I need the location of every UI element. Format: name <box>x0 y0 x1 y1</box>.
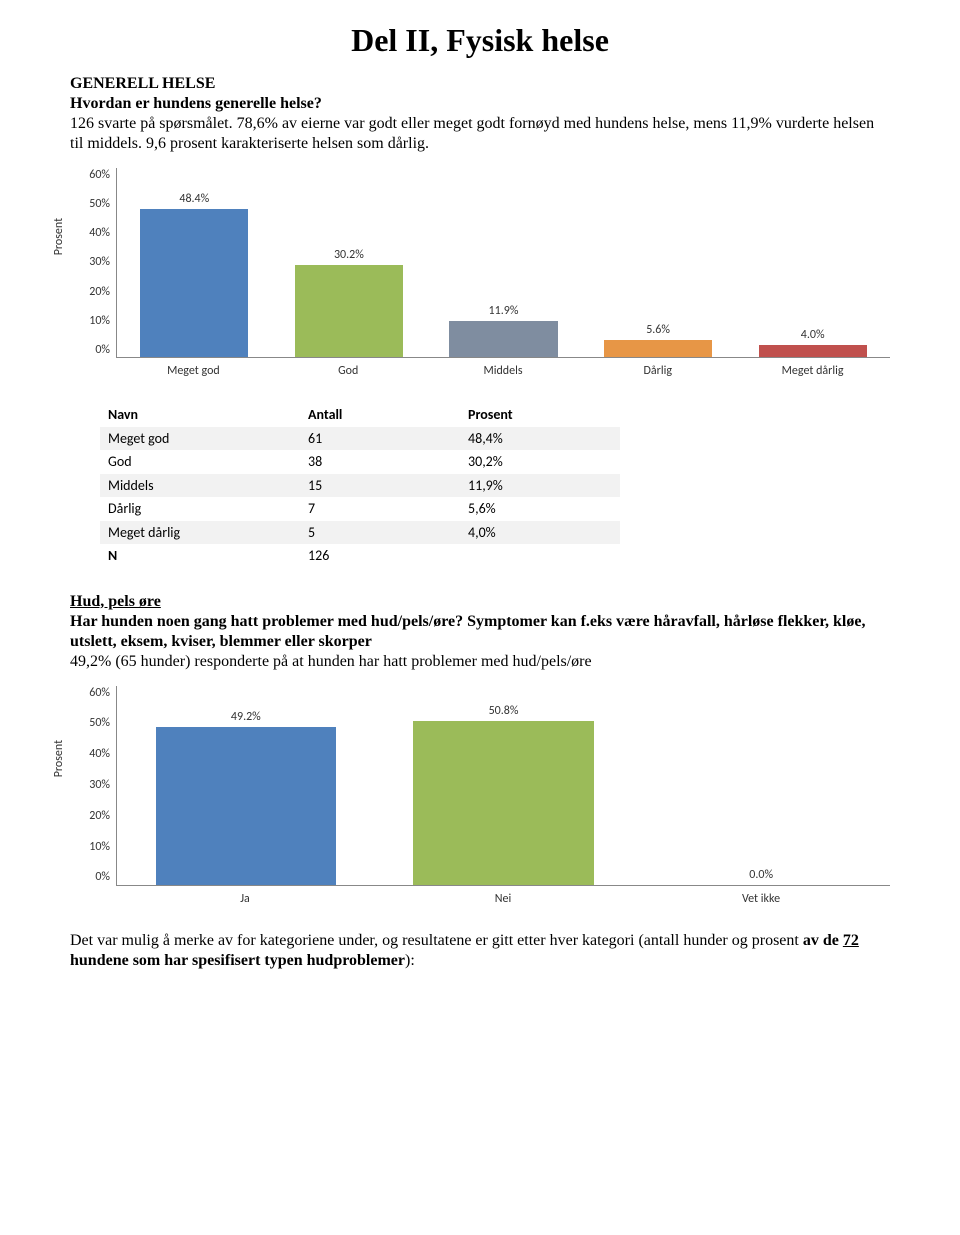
chart-hud-pels-ore: Prosent60%50%40%30%20%10%0%49.2%50.8%0.0… <box>70 686 890 907</box>
x-tick-label: Dårlig <box>580 358 735 379</box>
table-row: God3830,2% <box>100 450 620 474</box>
bar-rect <box>413 721 593 884</box>
bar-cell: 49.2% <box>117 686 375 885</box>
table-cell: 38 <box>300 450 460 474</box>
y-tick-label: 30% <box>89 255 110 270</box>
bar-cell: 48.4% <box>117 168 272 357</box>
bar-value-label: 49.2% <box>231 710 261 725</box>
table-cell: 4,0% <box>460 521 620 545</box>
question-hud-text: Har hunden noen gang hatt problemer med … <box>70 613 865 650</box>
x-tick-label: Ja <box>116 886 374 907</box>
y-axis: 60% 50% 40% 30% 20% 10% 0% <box>82 168 116 358</box>
section-hud-pels-ore-header: Hud, pels øre <box>70 592 890 612</box>
table-header-cell: Prosent <box>460 403 620 427</box>
footer-text-2: ): <box>405 952 415 969</box>
y-axis-title: Prosent <box>52 217 67 254</box>
table-cell: 61 <box>300 427 460 451</box>
body-generell-helse: 126 svarte på spørsmålet. 78,6% av eiern… <box>70 114 890 154</box>
y-tick-label: 40% <box>89 747 110 762</box>
y-tick-label: 30% <box>89 778 110 793</box>
table-cell: 30,2% <box>460 450 620 474</box>
footer-text-1: Det var mulig å merke av for kategoriene… <box>70 932 803 949</box>
y-tick-label: 10% <box>89 314 110 329</box>
x-tick-label: Middels <box>426 358 581 379</box>
table-header-cell: Navn <box>100 403 300 427</box>
y-tick-label: 10% <box>89 840 110 855</box>
bar-cell: 50.8% <box>375 686 633 885</box>
bar-rect <box>604 340 712 357</box>
bar-value-label: 0.0% <box>749 868 773 883</box>
table-cell: 5 <box>300 521 460 545</box>
y-tick-label: 0% <box>95 343 110 358</box>
y-tick-label: 60% <box>89 686 110 701</box>
x-axis: JaNeiVet ikke <box>116 886 890 907</box>
bar-cell: 30.2% <box>272 168 427 357</box>
table-header-cell: Antall <box>300 403 460 427</box>
table-row: Dårlig75,6% <box>100 497 620 521</box>
footer-bold-2: hundene som har spesifisert typen hudpro… <box>70 952 405 969</box>
y-tick-label: 20% <box>89 809 110 824</box>
page-title: Del II, Fysisk helse <box>70 20 890 60</box>
bar-cell: 5.6% <box>581 168 736 357</box>
table-cell: Meget god <box>100 427 300 451</box>
table-row: Middels1511,9% <box>100 474 620 498</box>
x-tick-label: Meget god <box>116 358 271 379</box>
bar-rect <box>295 265 403 357</box>
table-row: N126 <box>100 544 620 568</box>
table-cell: Dårlig <box>100 497 300 521</box>
table-cell: 7 <box>300 497 460 521</box>
footer-bold-1: av de <box>803 932 843 949</box>
question-hud-pels-ore: Har hunden noen gang hatt problemer med … <box>70 612 890 652</box>
bar-rect <box>140 209 248 357</box>
y-tick-label: 0% <box>95 870 110 885</box>
table-cell: 126 <box>300 544 460 568</box>
bar-value-label: 30.2% <box>334 248 364 263</box>
footer-paragraph: Det var mulig å merke av for kategoriene… <box>70 931 890 971</box>
bar-value-label: 4.0% <box>801 328 825 343</box>
bar-cell: 0.0% <box>632 686 890 885</box>
bar-value-label: 11.9% <box>489 304 519 319</box>
y-tick-label: 20% <box>89 285 110 300</box>
question-generell-helse: Hvordan er hundens generelle helse? <box>70 94 890 114</box>
y-tick-label: 40% <box>89 226 110 241</box>
section-generell-helse-header: GENERELL HELSE <box>70 74 890 94</box>
y-tick-label: 50% <box>89 197 110 212</box>
plot-area: 49.2% 50.8% 0.0% <box>116 686 890 886</box>
y-tick-label: 50% <box>89 716 110 731</box>
x-tick-label: Meget dårlig <box>735 358 890 379</box>
body-hud-pels-ore: 49,2% (65 hunder) responderte på at hund… <box>70 652 890 672</box>
table-row: Meget dårlig54,0% <box>100 521 620 545</box>
y-tick-label: 60% <box>89 168 110 183</box>
bar-value-label: 50.8% <box>489 704 519 719</box>
bar-cell: 4.0% <box>735 168 890 357</box>
table-cell: 48,4% <box>460 427 620 451</box>
x-tick-label: Nei <box>374 886 632 907</box>
bar-value-label: 48.4% <box>179 192 209 207</box>
bar-rect <box>156 727 336 885</box>
table-generell-helse: NavnAntallProsentMeget god6148,4%God3830… <box>100 403 620 568</box>
table-cell: 15 <box>300 474 460 498</box>
table-row: Meget god6148,4% <box>100 427 620 451</box>
table-cell: God <box>100 450 300 474</box>
x-tick-label: God <box>271 358 426 379</box>
x-tick-label: Vet ikke <box>632 886 890 907</box>
table-cell: Middels <box>100 474 300 498</box>
plot-area: 48.4% 30.2% 11.9% 5.6% 4.0% <box>116 168 890 358</box>
bar-rect <box>759 345 867 357</box>
table-cell: N <box>100 544 300 568</box>
table-cell: 11,9% <box>460 474 620 498</box>
chart-generell-helse: Prosent60%50%40%30%20%10%0%48.4%30.2%11.… <box>70 168 890 379</box>
table-cell <box>460 544 620 568</box>
bar-rect <box>449 321 557 357</box>
x-axis: Meget godGodMiddelsDårligMeget dårlig <box>116 358 890 379</box>
y-axis: 60% 50% 40% 30% 20% 10% 0% <box>82 686 116 886</box>
table-cell: 5,6% <box>460 497 620 521</box>
y-axis-title: Prosent <box>52 740 67 777</box>
bar-value-label: 5.6% <box>646 323 670 338</box>
footer-underline-72: 72 <box>843 932 859 949</box>
table-cell: Meget dårlig <box>100 521 300 545</box>
bar-cell: 11.9% <box>426 168 581 357</box>
